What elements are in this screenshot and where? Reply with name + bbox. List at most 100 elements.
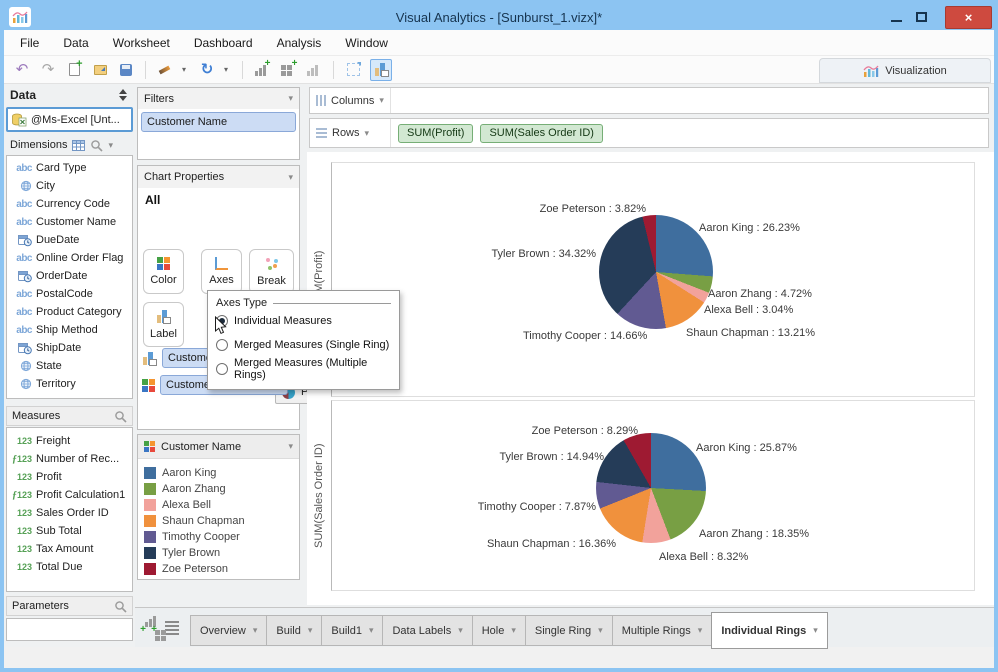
visualization-tab[interactable]: Visualization	[819, 58, 991, 83]
dimension-field[interactable]: ShipDate	[7, 339, 132, 357]
refresh-icon[interactable]: ↻	[200, 61, 214, 78]
chevron-down-icon[interactable]: ▾	[288, 171, 293, 182]
swap-axes-icon[interactable]	[344, 61, 362, 79]
chevron-down-icon[interactable]: ▾	[182, 65, 187, 74]
open-file-icon[interactable]	[91, 61, 109, 79]
rows-shelf[interactable]: Rows ▾ SUM(Profit) SUM(Sales Order ID)	[309, 118, 989, 148]
measure-pill[interactable]: SUM(Sales Order ID)	[480, 123, 603, 143]
break-button[interactable]: Break	[249, 249, 294, 294]
sheet-tab[interactable]: Build1 ▾	[321, 615, 384, 646]
save-icon[interactable]	[117, 61, 135, 79]
title-bar[interactable]: Visual Analytics - [Sunburst_1.vizx]* ×	[4, 4, 994, 30]
chevron-down-icon[interactable]: ▾	[288, 93, 293, 103]
measure-field[interactable]: 123 Sub Total	[7, 522, 132, 540]
menu-item[interactable]: Data	[63, 35, 89, 50]
legend-item[interactable]: Aaron Zhang	[138, 481, 299, 497]
sheet-tab[interactable]: Multiple Rings ▾	[611, 615, 713, 646]
menu-item[interactable]: Dashboard	[193, 35, 253, 50]
sheet-tab[interactable]: Data Labels ▾	[382, 615, 473, 646]
add-worksheet-icon[interactable]: +	[253, 58, 271, 79]
columns-shelf[interactable]: Columns ▾	[309, 87, 989, 114]
menu-item[interactable]: Analysis	[276, 35, 322, 50]
search-icon[interactable]	[114, 410, 127, 423]
chevron-down-icon[interactable]: ▾	[379, 95, 384, 105]
dimension-field[interactable]: City	[7, 177, 132, 195]
legend-item[interactable]: Timothy Cooper	[138, 529, 299, 545]
close-button[interactable]: ×	[945, 5, 992, 29]
measure-field[interactable]: 123 Total Due	[7, 558, 132, 576]
data-source-item[interactable]: @Ms-Excel [Unt...	[6, 107, 133, 132]
chevron-down-icon[interactable]: ▾	[458, 625, 463, 635]
chevron-down-icon[interactable]: ▾	[368, 625, 374, 635]
chevron-down-icon[interactable]: ▾	[697, 625, 703, 635]
axes-type-option[interactable]: Individual Measures	[216, 309, 391, 333]
measure-field[interactable]: 123 Freight	[7, 432, 132, 450]
measure-field[interactable]: 123 Tax Amount	[7, 540, 132, 558]
pie-chart-profit[interactable]	[599, 215, 713, 329]
chevron-down-icon[interactable]: ▾	[108, 139, 113, 150]
measure-field[interactable]: 123 Profit	[7, 468, 132, 486]
measure-field[interactable]: 123 Sales Order ID	[7, 504, 132, 522]
redo-icon[interactable]: ↷	[41, 61, 55, 78]
search-icon[interactable]	[90, 139, 104, 152]
menu-item[interactable]: Window	[345, 35, 388, 50]
measure-field[interactable]: ƒ123 Profit Calculation1	[11, 489, 126, 501]
format-wand-icon[interactable]	[156, 61, 174, 79]
chevron-down-icon[interactable]: ▾	[598, 625, 603, 635]
chevron-down-icon[interactable]: ▾	[511, 625, 516, 635]
chevron-down-icon[interactable]: ▾	[813, 625, 818, 635]
table-icon[interactable]	[72, 139, 86, 151]
legend-item[interactable]: Tyler Brown	[138, 545, 299, 561]
filter-pill[interactable]: Customer Name	[141, 112, 296, 132]
dimension-field[interactable]: State	[7, 357, 132, 375]
menu-item[interactable]: Worksheet	[112, 35, 170, 50]
chevron-down-icon[interactable]: ▾	[307, 625, 313, 635]
dimension-field[interactable]: Territory	[7, 375, 132, 393]
undo-icon[interactable]: ↶	[15, 61, 29, 78]
window-title: Visual Analytics - [Sunburst_1.vizx]*	[395, 9, 603, 25]
dimension-field[interactable]: abc Product Category	[7, 303, 132, 321]
sort-updown-icon[interactable]	[119, 89, 127, 101]
minimize-button[interactable]	[891, 12, 902, 22]
menu-item[interactable]: File	[20, 35, 40, 50]
axes-button[interactable]: Axes	[201, 249, 242, 294]
new-file-icon[interactable]: +	[65, 59, 83, 79]
duplicate-sheet-icon[interactable]	[305, 61, 323, 79]
legend-item[interactable]: Zoe Peterson	[138, 561, 299, 577]
measure-pill[interactable]: SUM(Profit)	[398, 123, 474, 143]
chevron-down-icon[interactable]: ▾	[364, 127, 370, 138]
sheet-tab[interactable]: Overview ▾	[190, 615, 268, 646]
label-icon	[156, 309, 171, 324]
axes-type-option[interactable]: Merged Measures (Single Ring)	[216, 333, 391, 357]
dimension-field[interactable]: abc PostalCode	[7, 285, 132, 303]
show-labels-toggle[interactable]	[370, 58, 392, 81]
search-icon[interactable]	[114, 600, 127, 613]
sheet-list-icon[interactable]	[165, 620, 179, 635]
radio-icon[interactable]	[216, 363, 228, 375]
sheet-tab[interactable]: Individual Rings ▾	[711, 612, 828, 649]
chevron-down-icon[interactable]: ▾	[288, 441, 293, 451]
legend-item[interactable]: Aaron King	[138, 465, 299, 481]
sheet-tab[interactable]: Build ▾	[266, 615, 323, 646]
radio-icon[interactable]	[216, 339, 228, 351]
measure-field[interactable]: ƒ123 Number of Rec...	[11, 453, 120, 465]
dimension-field[interactable]: abc Card Type	[7, 159, 132, 177]
sheet-tab[interactable]: Hole ▾	[471, 615, 526, 646]
dimension-field[interactable]: OrderDate	[7, 267, 132, 285]
label-button[interactable]: Label	[143, 302, 184, 347]
add-dashboard-icon[interactable]: +	[279, 58, 298, 79]
dimension-field[interactable]: abc Currency Code	[7, 195, 132, 213]
dimension-field[interactable]: abc Ship Method	[7, 321, 132, 339]
legend-item[interactable]: Alexa Bell	[138, 497, 299, 513]
chevron-down-icon[interactable]: ▾	[252, 625, 258, 635]
dimension-field[interactable]: DueDate	[7, 231, 132, 249]
dimension-field[interactable]: abc Online Order Flag	[7, 249, 132, 267]
pie-chart-sales-order[interactable]	[596, 433, 706, 543]
axes-type-option[interactable]: Merged Measures (Multiple Rings)	[216, 357, 391, 381]
dimension-field[interactable]: abc Customer Name	[7, 213, 132, 231]
sheet-tab[interactable]: Single Ring ▾	[524, 615, 613, 646]
legend-item[interactable]: Shaun Chapman	[138, 513, 299, 529]
chevron-down-icon[interactable]: ▾	[224, 65, 229, 74]
color-button[interactable]: Color	[143, 249, 184, 294]
maximize-button[interactable]	[916, 12, 927, 22]
